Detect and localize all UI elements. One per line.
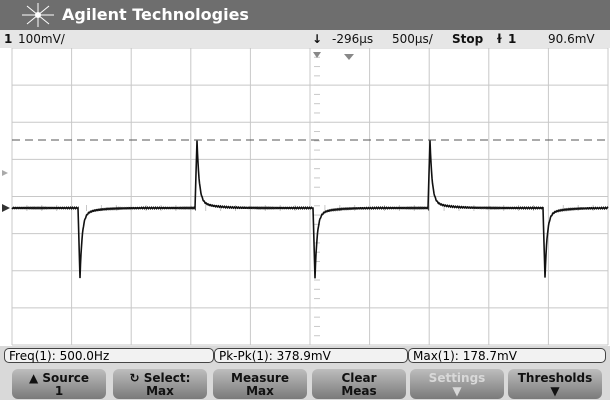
measurement-value: 178.7mV xyxy=(463,349,517,363)
header: Agilent Technologies xyxy=(0,0,610,30)
trigger-source: 1 xyxy=(508,32,516,46)
softkey[interactable]: Settings▼ xyxy=(410,369,504,399)
scope-screen: {"header": {"brand": "Agilent Technologi… xyxy=(0,0,610,400)
measurement: Max(1): 178.7mV xyxy=(408,348,606,363)
softkey-label: Settings xyxy=(429,371,486,385)
trigger-marker: ↓ xyxy=(312,32,322,46)
measurement-value: 378.9mV xyxy=(277,349,331,363)
softkey-value: Meas xyxy=(341,384,376,398)
trigger-position: -296µs xyxy=(332,32,373,46)
logo xyxy=(18,2,58,28)
softkey-label: Measure xyxy=(231,371,289,385)
scale: 100mV/ xyxy=(18,32,65,46)
measurement: Pk-Pk(1): 378.9mV xyxy=(214,348,408,363)
waveform-display xyxy=(0,48,610,346)
softkey-label: Source xyxy=(42,371,89,385)
softkey-value: 1 xyxy=(55,384,63,398)
channel: 1 xyxy=(4,32,12,46)
softkey-value: Max xyxy=(246,384,274,398)
softkey-label: Select: xyxy=(144,371,191,385)
icon: ▲ xyxy=(29,371,42,385)
brand: Agilent Technologies xyxy=(62,5,249,24)
measurement-label: Pk-Pk(1): xyxy=(219,349,273,363)
level-marker xyxy=(2,170,8,176)
softkey[interactable]: ↻ Select:Max xyxy=(113,369,207,399)
icon: ▼ xyxy=(452,384,461,398)
ground-marker xyxy=(2,204,10,212)
measurement-label: Max(1): xyxy=(413,349,459,363)
trigger-level: 90.6mV xyxy=(548,32,595,46)
icon: ▼ xyxy=(550,384,559,398)
softkey-value: Max xyxy=(146,384,174,398)
softkey-label: Thresholds xyxy=(518,371,593,385)
measurement: Freq(1): 500.0Hz xyxy=(4,348,214,363)
trigger-slope: ɫ xyxy=(496,32,503,46)
timebase: 500µs/ xyxy=(392,32,433,46)
measurement-value: 500.0Hz xyxy=(60,349,110,363)
softkey[interactable]: Thresholds▼ xyxy=(508,369,602,399)
run-state: Stop xyxy=(452,32,483,46)
softkey-label: Clear xyxy=(341,371,376,385)
measurement-bar: Freq(1): 500.0Hz Pk-Pk(1): 378.9mV Max(1… xyxy=(0,346,610,366)
icon: ↻ xyxy=(130,371,144,385)
measurement-label: Freq(1): xyxy=(9,349,56,363)
status-bar: 1 100mV/ ↓ -296µs 500µs/ Stop ɫ 1 90.6mV xyxy=(0,30,610,48)
